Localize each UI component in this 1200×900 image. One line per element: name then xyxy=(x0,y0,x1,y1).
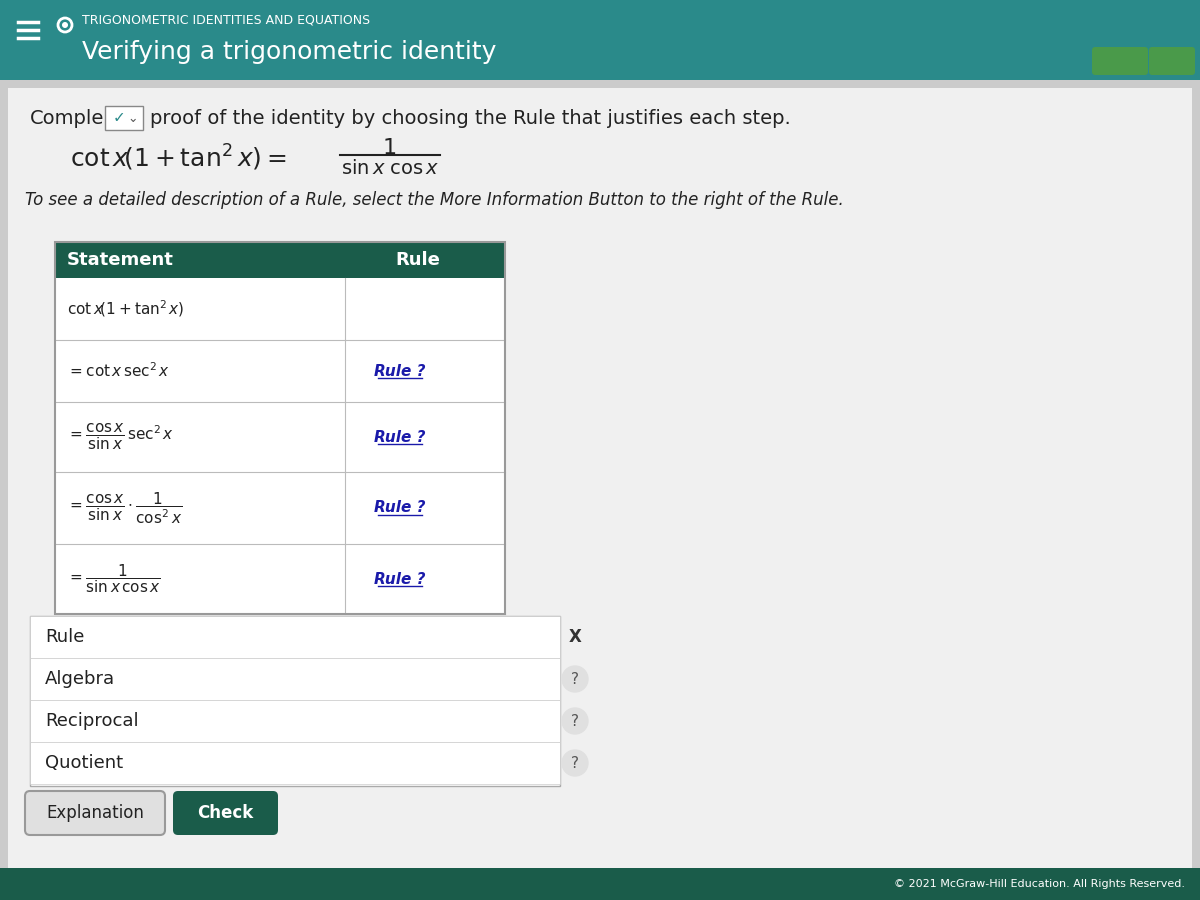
FancyBboxPatch shape xyxy=(8,88,1192,888)
Text: Explanation: Explanation xyxy=(46,804,144,822)
Text: Reciprocal: Reciprocal xyxy=(46,712,139,730)
FancyBboxPatch shape xyxy=(1150,47,1195,75)
Text: Quotient: Quotient xyxy=(46,754,124,772)
Text: ✓: ✓ xyxy=(113,111,126,125)
FancyBboxPatch shape xyxy=(106,106,143,130)
Text: Check: Check xyxy=(197,804,253,822)
Text: $= \dfrac{1}{\sin x\,\cos x}$: $= \dfrac{1}{\sin x\,\cos x}$ xyxy=(67,562,161,596)
Text: proof of the identity by choosing the Rule that justifies each step.: proof of the identity by choosing the Ru… xyxy=(150,109,791,128)
Text: $\mathrm{cot}\,x\!\left(1 + \tan^2 x\right)$: $\mathrm{cot}\,x\!\left(1 + \tan^2 x\rig… xyxy=(67,299,185,320)
Text: $= \dfrac{\cos x}{\sin x} \cdot \dfrac{1}{\cos^2 x}$: $= \dfrac{\cos x}{\sin x} \cdot \dfrac{1… xyxy=(67,491,182,526)
Text: Rule ?: Rule ? xyxy=(374,572,426,587)
FancyBboxPatch shape xyxy=(30,700,560,742)
Text: $= \mathrm{cot}\,x\,\sec^2 x$: $= \mathrm{cot}\,x\,\sec^2 x$ xyxy=(67,362,170,381)
FancyBboxPatch shape xyxy=(30,658,560,700)
FancyBboxPatch shape xyxy=(55,544,505,614)
Text: X: X xyxy=(569,628,582,646)
Circle shape xyxy=(62,22,68,28)
FancyBboxPatch shape xyxy=(30,616,560,786)
Circle shape xyxy=(562,750,588,776)
Text: Rule ?: Rule ? xyxy=(374,364,426,379)
FancyBboxPatch shape xyxy=(173,791,278,835)
FancyBboxPatch shape xyxy=(25,791,166,835)
FancyBboxPatch shape xyxy=(55,242,505,278)
FancyBboxPatch shape xyxy=(0,80,1200,900)
Text: ?: ? xyxy=(571,671,580,687)
FancyBboxPatch shape xyxy=(55,472,505,544)
Text: Rule: Rule xyxy=(46,628,84,646)
FancyBboxPatch shape xyxy=(0,868,1200,900)
Text: $= \dfrac{\cos x}{\sin x}\,\sec^2 x$: $= \dfrac{\cos x}{\sin x}\,\sec^2 x$ xyxy=(67,422,174,452)
Text: ?: ? xyxy=(571,755,580,770)
Text: ?: ? xyxy=(571,714,580,728)
Text: Algebra: Algebra xyxy=(46,670,115,688)
FancyBboxPatch shape xyxy=(55,402,505,472)
Text: Comple: Comple xyxy=(30,109,104,128)
Text: Verifying a trigonometric identity: Verifying a trigonometric identity xyxy=(82,40,497,64)
Text: © 2021 McGraw-Hill Education. All Rights Reserved.: © 2021 McGraw-Hill Education. All Rights… xyxy=(894,879,1186,889)
Text: To see a detailed description of a Rule, select the More Information Button to t: To see a detailed description of a Rule,… xyxy=(25,191,844,209)
Text: Rule ?: Rule ? xyxy=(374,500,426,516)
FancyBboxPatch shape xyxy=(30,742,560,784)
FancyBboxPatch shape xyxy=(55,278,505,340)
Circle shape xyxy=(562,666,588,692)
Circle shape xyxy=(562,708,588,734)
Text: Rule ?: Rule ? xyxy=(374,429,426,445)
FancyBboxPatch shape xyxy=(30,616,560,658)
FancyBboxPatch shape xyxy=(0,0,1200,80)
Text: TRIGONOMETRIC IDENTITIES AND EQUATIONS: TRIGONOMETRIC IDENTITIES AND EQUATIONS xyxy=(82,14,370,26)
FancyBboxPatch shape xyxy=(1092,47,1148,75)
Text: ⌄: ⌄ xyxy=(127,112,138,124)
Text: Rule: Rule xyxy=(395,251,440,269)
Text: $\sin x\ \cos x$: $\sin x\ \cos x$ xyxy=(341,158,439,177)
FancyBboxPatch shape xyxy=(55,340,505,402)
Text: Statement: Statement xyxy=(67,251,174,269)
Text: 1: 1 xyxy=(383,138,397,158)
Text: $\mathrm{cot}\,x\!\left(1+\tan^2 x\right) =$: $\mathrm{cot}\,x\!\left(1+\tan^2 x\right… xyxy=(70,143,287,173)
